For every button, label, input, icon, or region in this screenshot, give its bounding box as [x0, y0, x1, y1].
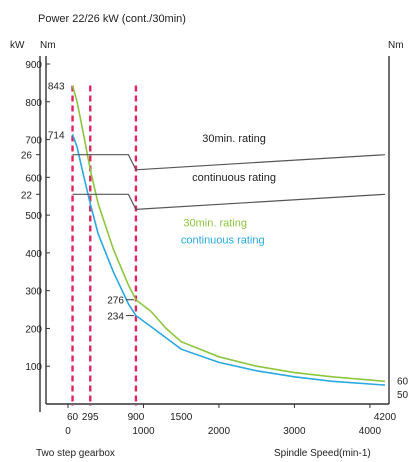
y-tick-label: 900 — [25, 60, 42, 71]
right-end-label: 60 — [397, 376, 409, 387]
series-layer — [71, 85, 386, 386]
x-tick-label: 4000 — [359, 426, 382, 437]
y-tick-label: 100 — [25, 362, 42, 373]
x-tick-label: 3000 — [283, 426, 306, 437]
annotation-label: 714 — [48, 130, 65, 141]
power-cont-label: continuous rating — [192, 172, 276, 184]
x-top-tick-label: 4200 — [374, 412, 397, 423]
y-tick-label: 400 — [25, 249, 42, 260]
power-tick-label: 26 — [21, 151, 33, 162]
x-axis-sublabel: Two step gearbox — [36, 448, 115, 459]
series-line-torque — [71, 134, 386, 386]
annotation-label: 276 — [107, 296, 124, 307]
series-line-power — [72, 154, 386, 171]
dashed-markers — [71, 85, 138, 406]
torque-cont-label: continuous rating — [181, 234, 265, 246]
x-top-tick-label: 1500 — [170, 412, 193, 423]
x-tick-label: 2000 — [208, 426, 231, 437]
x-top-tick-label: 60 — [67, 412, 79, 423]
x-axis-label: Spindle Speed(min-1) — [274, 448, 371, 459]
x-top-tick-label: 295 — [82, 412, 99, 423]
power-30min-label: 30min. rating — [202, 133, 266, 145]
x-top-tick-label: 900 — [128, 412, 145, 423]
series-line-torque — [71, 85, 386, 383]
y-tick-label: 200 — [25, 324, 42, 335]
labels-layer: 30min. rating continuous rating 30min. rat… — [48, 82, 409, 402]
power-tick-label: 22 — [21, 190, 33, 201]
torque-30min-label: 30min. rating — [183, 217, 247, 229]
y-tick-label: 300 — [25, 287, 42, 298]
annotation-label: 843 — [48, 82, 65, 93]
right-end-label: 50 — [397, 390, 409, 401]
y-tick-label: 600 — [25, 173, 42, 184]
y-tick-label: 700 — [25, 136, 42, 147]
axes-layer: 100 200 300 400 500 600 700 800 900 26 22 0 1000 2000… — [21, 56, 397, 437]
y-unit-right: Nm — [388, 40, 404, 51]
y-tick-label: 500 — [25, 211, 42, 222]
annotation-label: 234 — [107, 312, 124, 323]
y-unit-torque: Nm — [40, 40, 56, 51]
x-tick-label: 1000 — [132, 426, 155, 437]
series-line-power — [72, 193, 386, 211]
y-unit-power: kW — [10, 40, 25, 51]
chart-title: Power 22/26 kW (cont./30min) — [38, 13, 186, 25]
y-tick-label: 800 — [25, 98, 42, 109]
x-tick-label: 0 — [65, 426, 71, 437]
